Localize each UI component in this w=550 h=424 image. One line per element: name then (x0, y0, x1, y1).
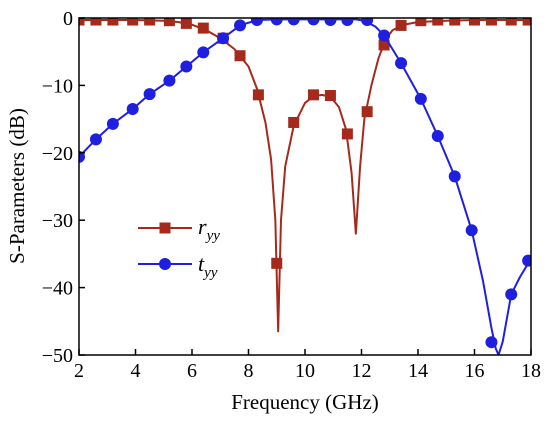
data-point-t-yy (341, 18, 354, 27)
y-tick-label: −40 (42, 278, 73, 300)
data-point-r-yy (522, 18, 531, 26)
data-point-r-yy (378, 39, 390, 51)
data-point-t-yy (126, 102, 139, 115)
data-point-t-yy (395, 57, 408, 70)
data-point-r-yy (271, 257, 283, 269)
y-tick-label: 0 (63, 8, 73, 30)
data-point-t-yy (180, 60, 193, 73)
data-point-t-yy (197, 46, 210, 59)
data-point-r-yy (324, 90, 336, 102)
data-point-t-yy (431, 129, 444, 142)
data-point-t-yy (378, 29, 391, 42)
x-tick-label: 6 (187, 360, 197, 382)
data-point-t-yy (270, 18, 283, 26)
data-point-r-yy (341, 128, 353, 140)
legend-entry-r-yy: ryy (138, 214, 220, 244)
data-point-t-yy (143, 88, 156, 101)
data-point-t-yy (522, 254, 531, 267)
data-point-r-yy (361, 106, 373, 118)
data-point-r-yy (432, 18, 444, 26)
legend-marker-t-yy (159, 258, 171, 270)
data-point-r-yy (197, 22, 209, 34)
data-point-r-yy (107, 18, 119, 26)
data-point-r-yy (180, 18, 192, 29)
series-layer (79, 18, 531, 355)
x-tick-label: 4 (131, 360, 141, 382)
data-point-r-yy (505, 18, 517, 26)
y-tick-label: −30 (42, 210, 73, 232)
data-point-t-yy (505, 288, 518, 301)
x-axis-label: Frequency (GHz) (231, 390, 379, 414)
data-point-r-yy (163, 18, 175, 27)
data-point-r-yy (449, 18, 461, 26)
data-point-r-yy (144, 18, 156, 26)
data-point-t-yy (361, 18, 374, 27)
data-point-t-yy (217, 32, 230, 45)
y-axis-label: S-Parameters (dB) (5, 108, 29, 264)
data-point-t-yy (287, 18, 300, 26)
data-point-r-yy (252, 89, 264, 101)
data-point-r-yy (469, 18, 480, 26)
data-point-r-yy (288, 116, 300, 128)
x-tick-label: 2 (74, 360, 84, 382)
data-point-r-yy (90, 18, 102, 26)
data-point-r-yy (127, 18, 139, 26)
data-point-r-yy (234, 50, 246, 62)
data-point-t-yy (465, 224, 478, 237)
data-point-r-yy (485, 18, 497, 26)
y-tick-label: −50 (42, 345, 73, 367)
data-point-r-yy (307, 89, 319, 101)
data-point-t-yy (485, 336, 498, 349)
legend-label-r-yy: ryy (198, 214, 220, 244)
legend-marker-r-yy (159, 222, 171, 234)
x-tick-label: 14 (408, 360, 428, 382)
data-point-t-yy (250, 18, 263, 27)
legend-entry-t-yy: tyy (138, 251, 218, 281)
x-tick-label: 16 (465, 360, 485, 382)
data-point-t-yy (106, 117, 119, 130)
data-point-t-yy (163, 74, 176, 87)
x-axis-ticks: 2 4 6 8 10 12 14 16 18 (74, 349, 541, 382)
data-point-r-yy (395, 19, 407, 31)
data-point-r-yy (415, 18, 427, 27)
x-tick-label: 10 (295, 360, 315, 382)
legend: ryy tyy (138, 214, 220, 281)
y-axis-ticks: 0 −10 −20 −30 −40 −50 (42, 8, 85, 367)
data-point-r-yy (79, 18, 85, 26)
data-point-t-yy (448, 170, 461, 183)
data-point-t-yy (324, 18, 337, 27)
data-point-t-yy (79, 150, 85, 163)
y-tick-label: −20 (42, 143, 73, 165)
data-point-t-yy (307, 18, 320, 26)
plot-area (79, 18, 531, 355)
legend-label-t-yy: tyy (198, 251, 218, 281)
y-tick-label: −10 (42, 75, 73, 97)
data-point-t-yy (234, 19, 247, 32)
data-point-t-yy (414, 92, 427, 105)
data-point-t-yy (89, 133, 102, 146)
x-tick-label: 8 (244, 360, 254, 382)
x-tick-label: 18 (521, 360, 541, 382)
x-tick-label: 12 (352, 360, 372, 382)
